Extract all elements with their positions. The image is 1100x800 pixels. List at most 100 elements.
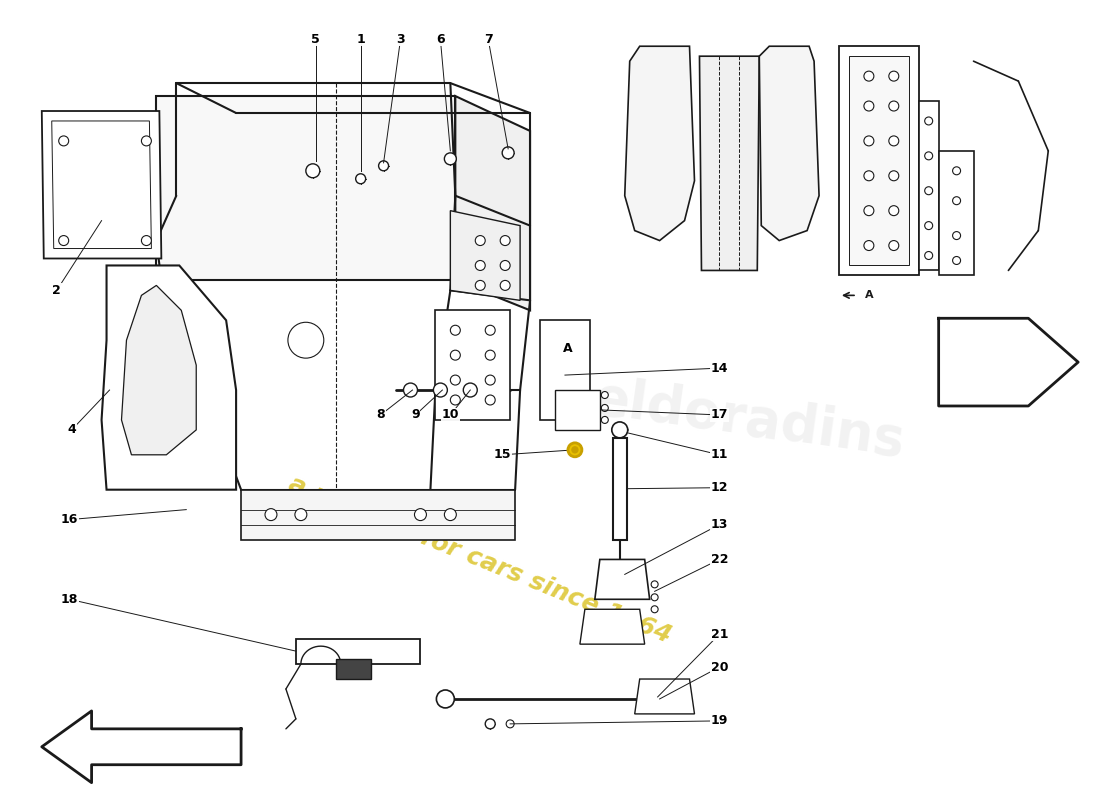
Circle shape: [58, 136, 68, 146]
Text: 18: 18: [60, 593, 78, 606]
Circle shape: [444, 153, 456, 165]
Circle shape: [503, 147, 514, 159]
Text: 11: 11: [711, 448, 728, 462]
Circle shape: [450, 326, 460, 335]
Polygon shape: [580, 610, 645, 644]
Circle shape: [568, 443, 582, 457]
Circle shape: [864, 206, 873, 216]
Text: 21: 21: [711, 628, 728, 641]
Text: 5: 5: [311, 33, 320, 46]
Circle shape: [485, 350, 495, 360]
Text: A: A: [865, 290, 873, 300]
Circle shape: [864, 170, 873, 181]
Circle shape: [889, 136, 899, 146]
Circle shape: [500, 281, 510, 290]
Circle shape: [475, 235, 485, 246]
Text: A: A: [563, 342, 573, 354]
Circle shape: [485, 326, 495, 335]
Circle shape: [953, 197, 960, 205]
Polygon shape: [635, 679, 694, 714]
Circle shape: [864, 136, 873, 146]
Polygon shape: [938, 151, 974, 275]
Polygon shape: [336, 659, 371, 679]
Circle shape: [404, 383, 418, 397]
Text: 9: 9: [411, 409, 420, 422]
Circle shape: [889, 101, 899, 111]
Circle shape: [500, 261, 510, 270]
Circle shape: [953, 257, 960, 265]
Circle shape: [485, 395, 495, 405]
Circle shape: [602, 417, 608, 423]
Polygon shape: [613, 438, 627, 539]
Circle shape: [646, 690, 663, 708]
Polygon shape: [436, 310, 510, 420]
Polygon shape: [918, 101, 938, 270]
Circle shape: [925, 186, 933, 194]
Circle shape: [602, 405, 608, 411]
Text: 8: 8: [376, 409, 385, 422]
Polygon shape: [540, 320, 590, 420]
Circle shape: [433, 383, 448, 397]
Circle shape: [581, 401, 589, 409]
Circle shape: [651, 594, 658, 601]
Circle shape: [450, 375, 460, 385]
Circle shape: [572, 447, 578, 453]
Circle shape: [142, 136, 152, 146]
Circle shape: [651, 581, 658, 588]
Circle shape: [953, 231, 960, 239]
Polygon shape: [156, 96, 455, 281]
Circle shape: [617, 622, 627, 632]
Text: a passion for cars since 1964: a passion for cars since 1964: [285, 471, 675, 647]
Circle shape: [564, 401, 572, 409]
Text: 2: 2: [53, 284, 62, 297]
Polygon shape: [556, 390, 600, 430]
Circle shape: [485, 375, 495, 385]
Circle shape: [450, 350, 460, 360]
Polygon shape: [121, 286, 196, 455]
Circle shape: [265, 509, 277, 521]
Circle shape: [475, 261, 485, 270]
Text: 17: 17: [711, 409, 728, 422]
Circle shape: [444, 509, 456, 521]
Text: 6: 6: [436, 33, 444, 46]
Circle shape: [953, 167, 960, 174]
Text: 10: 10: [441, 409, 459, 422]
Circle shape: [142, 235, 152, 246]
Circle shape: [595, 622, 605, 632]
Text: 19: 19: [711, 714, 728, 727]
Polygon shape: [759, 46, 820, 241]
Text: 20: 20: [711, 661, 728, 674]
Circle shape: [58, 235, 68, 246]
Circle shape: [570, 360, 580, 370]
Circle shape: [889, 241, 899, 250]
Circle shape: [295, 509, 307, 521]
Text: 4: 4: [67, 423, 76, 436]
Polygon shape: [241, 490, 515, 539]
Text: 1: 1: [356, 33, 365, 46]
Circle shape: [450, 395, 460, 405]
Polygon shape: [700, 56, 759, 270]
Circle shape: [925, 251, 933, 259]
Circle shape: [306, 164, 320, 178]
Text: 14: 14: [711, 362, 728, 374]
Circle shape: [355, 174, 365, 184]
Circle shape: [288, 322, 323, 358]
Circle shape: [626, 571, 638, 583]
Text: eldoradins: eldoradins: [591, 372, 909, 467]
Circle shape: [570, 335, 580, 345]
Polygon shape: [938, 318, 1078, 406]
Circle shape: [925, 152, 933, 160]
Text: 3: 3: [396, 33, 405, 46]
Text: 13: 13: [711, 518, 728, 531]
Circle shape: [437, 690, 454, 708]
Text: 22: 22: [711, 553, 728, 566]
Text: 12: 12: [711, 481, 728, 494]
Circle shape: [506, 720, 514, 728]
Circle shape: [864, 241, 873, 250]
Text: 7: 7: [484, 33, 493, 46]
Polygon shape: [296, 639, 420, 664]
Circle shape: [378, 161, 388, 170]
Polygon shape: [849, 56, 909, 266]
Circle shape: [485, 719, 495, 729]
Circle shape: [550, 385, 560, 395]
